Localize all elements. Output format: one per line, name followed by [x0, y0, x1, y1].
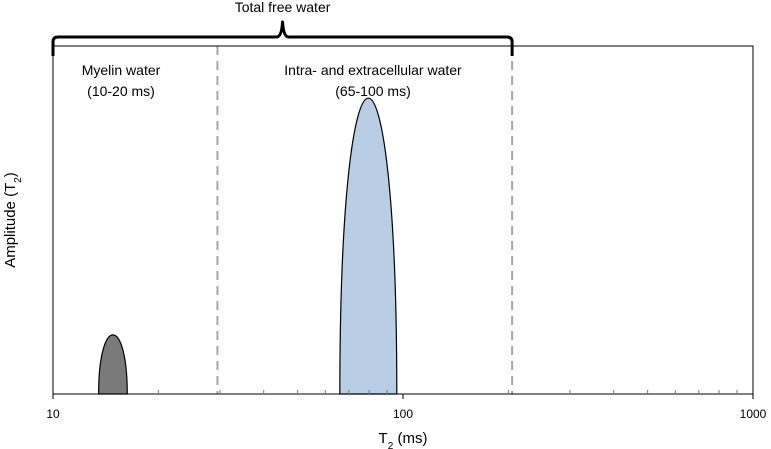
x-axis-title-rest: (ms): [393, 430, 427, 447]
x-axis-title: T2 (ms): [379, 430, 428, 449]
x-tick-label: 10: [46, 407, 60, 421]
x-tick-label: 100: [393, 407, 413, 421]
annotation-intra-extra-line2: (65-100 ms): [335, 83, 410, 99]
annotation-myelin-line1: Myelin water: [82, 62, 161, 78]
y-axis-title: Amplitude (T2): [2, 172, 24, 268]
total-free-water-bracket: [51, 20, 514, 56]
dividers-layer: [216, 46, 514, 394]
peak-0: [98, 334, 128, 395]
x-axis-title-subscript: 2: [388, 441, 394, 449]
y-axis-title-rest: ): [2, 172, 19, 177]
annotation-myelin-water: Myelin water (10-20 ms): [82, 62, 161, 99]
annotation-intra-extracellular-water: Intra- and extracellular water (65-100 m…: [284, 62, 462, 99]
x-axis-ticks: 10 100 1000: [46, 390, 767, 421]
bracket-label: Total free water: [235, 0, 331, 15]
y-axis-title-main: Amplitude (T: [2, 183, 19, 268]
peak-1: [339, 97, 398, 395]
x-axis-title-main: T: [379, 430, 388, 447]
annotation-myelin-line2: (10-20 ms): [87, 83, 155, 99]
y-axis-title-subscript: 2: [13, 177, 24, 183]
peaks-layer: [98, 97, 398, 395]
annotation-intra-extra-line1: Intra- and extracellular water: [284, 62, 462, 78]
x-tick-label: 1000: [740, 407, 767, 421]
